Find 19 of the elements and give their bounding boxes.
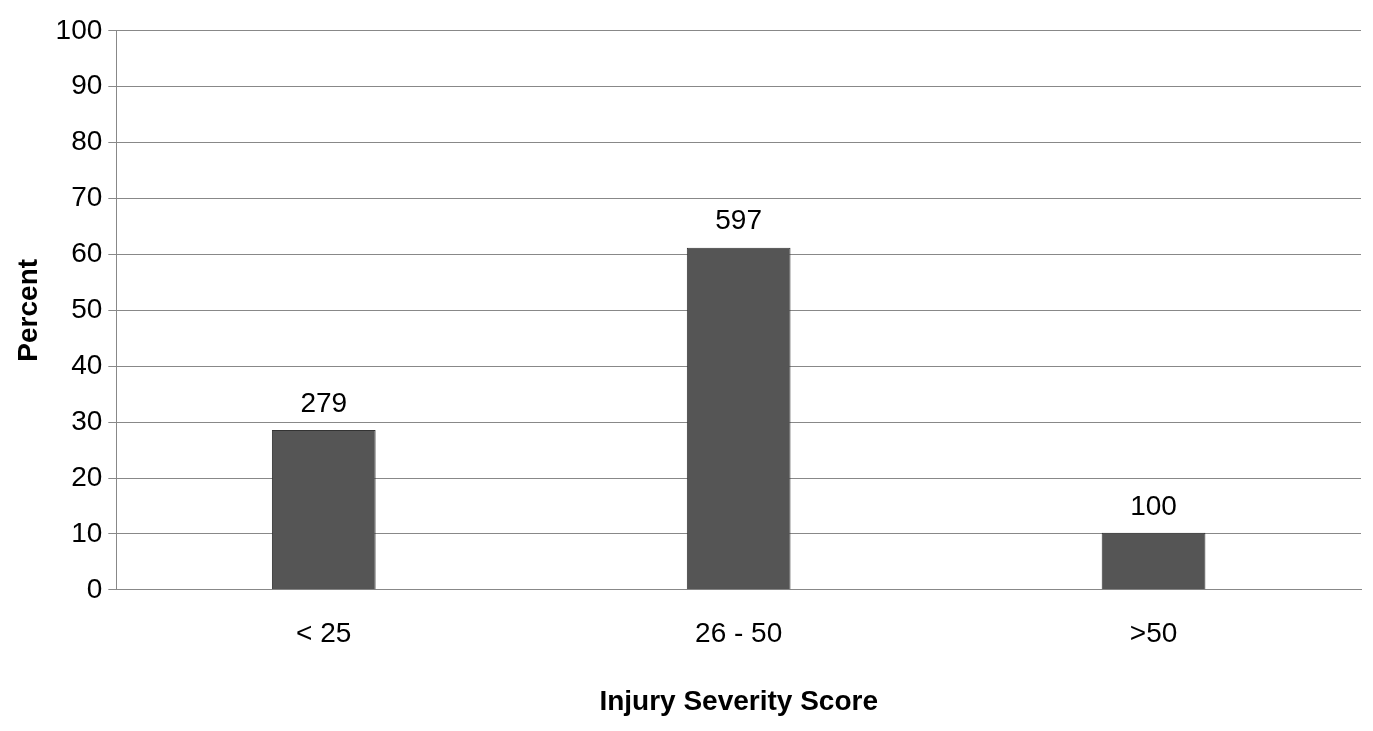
y-tick-label: 90 (71, 69, 103, 101)
y-axis-title: Percent (11, 258, 43, 362)
x-axis-title: Injury Severity Score (599, 684, 878, 716)
y-tick-label: 0 (86, 572, 103, 604)
y-tick-label: 10 (71, 516, 103, 548)
y-tick-label: 60 (71, 237, 103, 269)
y-tick-label: 30 (71, 404, 103, 436)
y-tick-label: 20 (71, 460, 103, 492)
y-tick-label: 50 (71, 293, 103, 325)
annotation: 597 (715, 204, 763, 236)
y-tick-label: 70 (71, 181, 103, 213)
y-tick-label: 100 (55, 13, 103, 45)
x-tick-label: 26 - 50 (695, 617, 783, 649)
x-tick-label: < 25 (296, 617, 352, 649)
y-tick-label: 80 (71, 125, 103, 157)
x-tick-label: >50 (1129, 617, 1178, 649)
annotation: 100 (1130, 489, 1177, 521)
annotation: 279 (300, 386, 348, 418)
y-tick-label: 40 (71, 348, 103, 380)
